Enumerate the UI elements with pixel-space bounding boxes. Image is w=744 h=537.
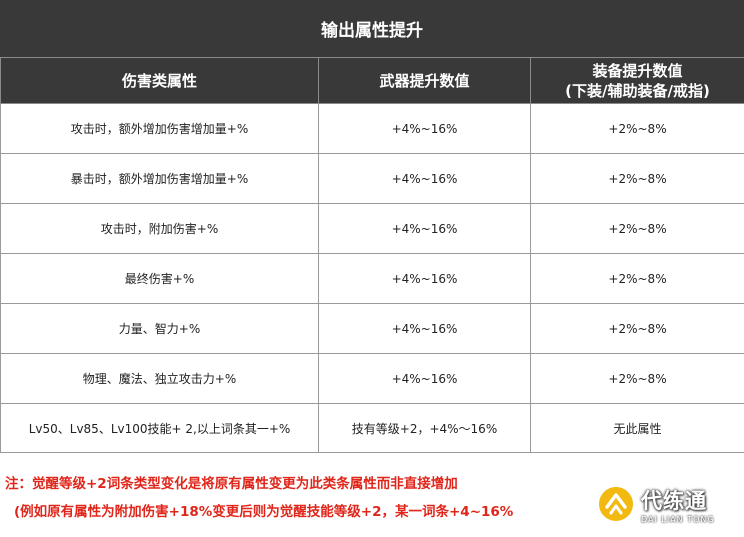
header-equipment-boost: 装备提升数值 (下装/辅助装备/戒指) [530, 57, 744, 104]
header-damage-attribute: 伤害类属性 [0, 57, 319, 104]
cell-equipment-value: +2%~8% [530, 203, 744, 254]
watermark-brand: 代练通 [641, 488, 707, 513]
cell-attribute: 物理、魔法、独立攻击力+% [0, 353, 319, 404]
footnote-line-2: (例如原有属性为附加伤害+18%变更后则为觉醒技能等级+2，某一词条+4~16% [14, 504, 514, 520]
table-title: 输出属性提升 [0, 0, 744, 58]
watermark: 代练通 DAI LIAN TONG [596, 478, 734, 530]
cell-weapon-value: +4%~16% [318, 203, 531, 254]
table-row: Lv50、Lv85、Lv100技能+ 2,以上词条其一+% 技有等级+2，+4%… [0, 403, 744, 453]
cell-weapon-value: +4%~16% [318, 353, 531, 404]
cell-weapon-value: 技有等级+2，+4%～16% [318, 403, 531, 453]
table-row: 力量、智力+% +4%~16% +2%~8% [0, 303, 744, 354]
cell-equipment-value: +2%~8% [530, 253, 744, 304]
watermark-text: 代练通 DAI LIAN TONG [641, 485, 715, 524]
cell-attribute: Lv50、Lv85、Lv100技能+ 2,以上词条其一+% [0, 403, 319, 453]
cell-attribute: 攻击时，额外增加伤害增加量+% [0, 103, 319, 154]
cell-equipment-value: 无此属性 [530, 403, 744, 453]
table-row: 攻击时，附加伤害+% +4%~16% +2%~8% [0, 203, 744, 254]
table-row: 攻击时，额外增加伤害增加量+% +4%~16% +2%~8% [0, 103, 744, 154]
watermark-logo-icon [597, 485, 635, 523]
table-row: 物理、魔法、独立攻击力+% +4%~16% +2%~8% [0, 353, 744, 404]
cell-attribute: 最终伤害+% [0, 253, 319, 304]
header-row: 伤害类属性 武器提升数值 装备提升数值 (下装/辅助装备/戒指) [0, 57, 744, 104]
cell-equipment-value: +2%~8% [530, 153, 744, 204]
header-weapon-boost: 武器提升数值 [318, 57, 531, 104]
cell-weapon-value: +4%~16% [318, 153, 531, 204]
attribute-table: 伤害类属性 武器提升数值 装备提升数值 (下装/辅助装备/戒指) 攻击时，额外增… [0, 57, 744, 453]
cell-weapon-value: +4%~16% [318, 253, 531, 304]
cell-equipment-value: +2%~8% [530, 303, 744, 354]
cell-weapon-value: +4%~16% [318, 303, 531, 354]
table-row: 暴击时，额外增加伤害增加量+% +4%~16% +2%~8% [0, 153, 744, 204]
header-equipment-boost-line1: 装备提升数值 [592, 61, 683, 80]
cell-weapon-value: +4%~16% [318, 103, 531, 154]
watermark-brand-pinyin: DAI LIAN TONG [641, 514, 715, 524]
cell-equipment-value: +2%~8% [530, 103, 744, 154]
cell-equipment-value: +2%~8% [530, 353, 744, 404]
table-row: 最终伤害+% +4%~16% +2%~8% [0, 253, 744, 304]
header-equipment-boost-line2: (下装/辅助装备/戒指) [565, 81, 710, 100]
cell-attribute: 攻击时，附加伤害+% [0, 203, 319, 254]
cell-attribute: 暴击时，额外增加伤害增加量+% [0, 153, 319, 204]
cell-attribute: 力量、智力+% [0, 303, 319, 354]
footnote-line-1: 注：觉醒等级+2词条类型变化是将原有属性变更为此类条属性而非直接增加 [5, 476, 458, 492]
